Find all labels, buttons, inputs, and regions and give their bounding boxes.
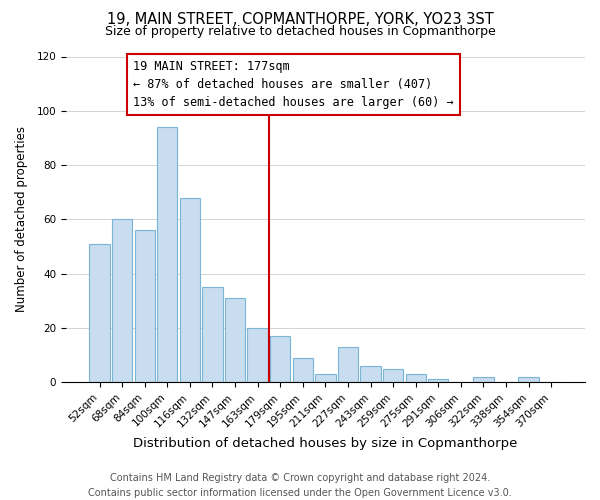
Bar [112,220,133,382]
Bar [338,347,358,382]
Bar [247,328,268,382]
Bar [315,374,335,382]
X-axis label: Distribution of detached houses by size in Copmanthorpe: Distribution of detached houses by size … [133,437,518,450]
Bar [518,376,539,382]
Bar [428,380,448,382]
Y-axis label: Number of detached properties: Number of detached properties [15,126,28,312]
Bar [270,336,290,382]
Text: 19, MAIN STREET, COPMANTHORPE, YORK, YO23 3ST: 19, MAIN STREET, COPMANTHORPE, YORK, YO2… [107,12,493,28]
Bar [293,358,313,382]
Bar [473,376,494,382]
Bar [225,298,245,382]
Bar [157,127,178,382]
Bar [89,244,110,382]
Bar [202,287,223,382]
Bar [406,374,426,382]
Bar [134,230,155,382]
Bar [361,366,381,382]
Bar [180,198,200,382]
Text: Size of property relative to detached houses in Copmanthorpe: Size of property relative to detached ho… [104,25,496,38]
Bar [383,368,403,382]
Text: Contains HM Land Registry data © Crown copyright and database right 2024.
Contai: Contains HM Land Registry data © Crown c… [88,472,512,498]
Text: 19 MAIN STREET: 177sqm
← 87% of detached houses are smaller (407)
13% of semi-de: 19 MAIN STREET: 177sqm ← 87% of detached… [133,60,454,109]
